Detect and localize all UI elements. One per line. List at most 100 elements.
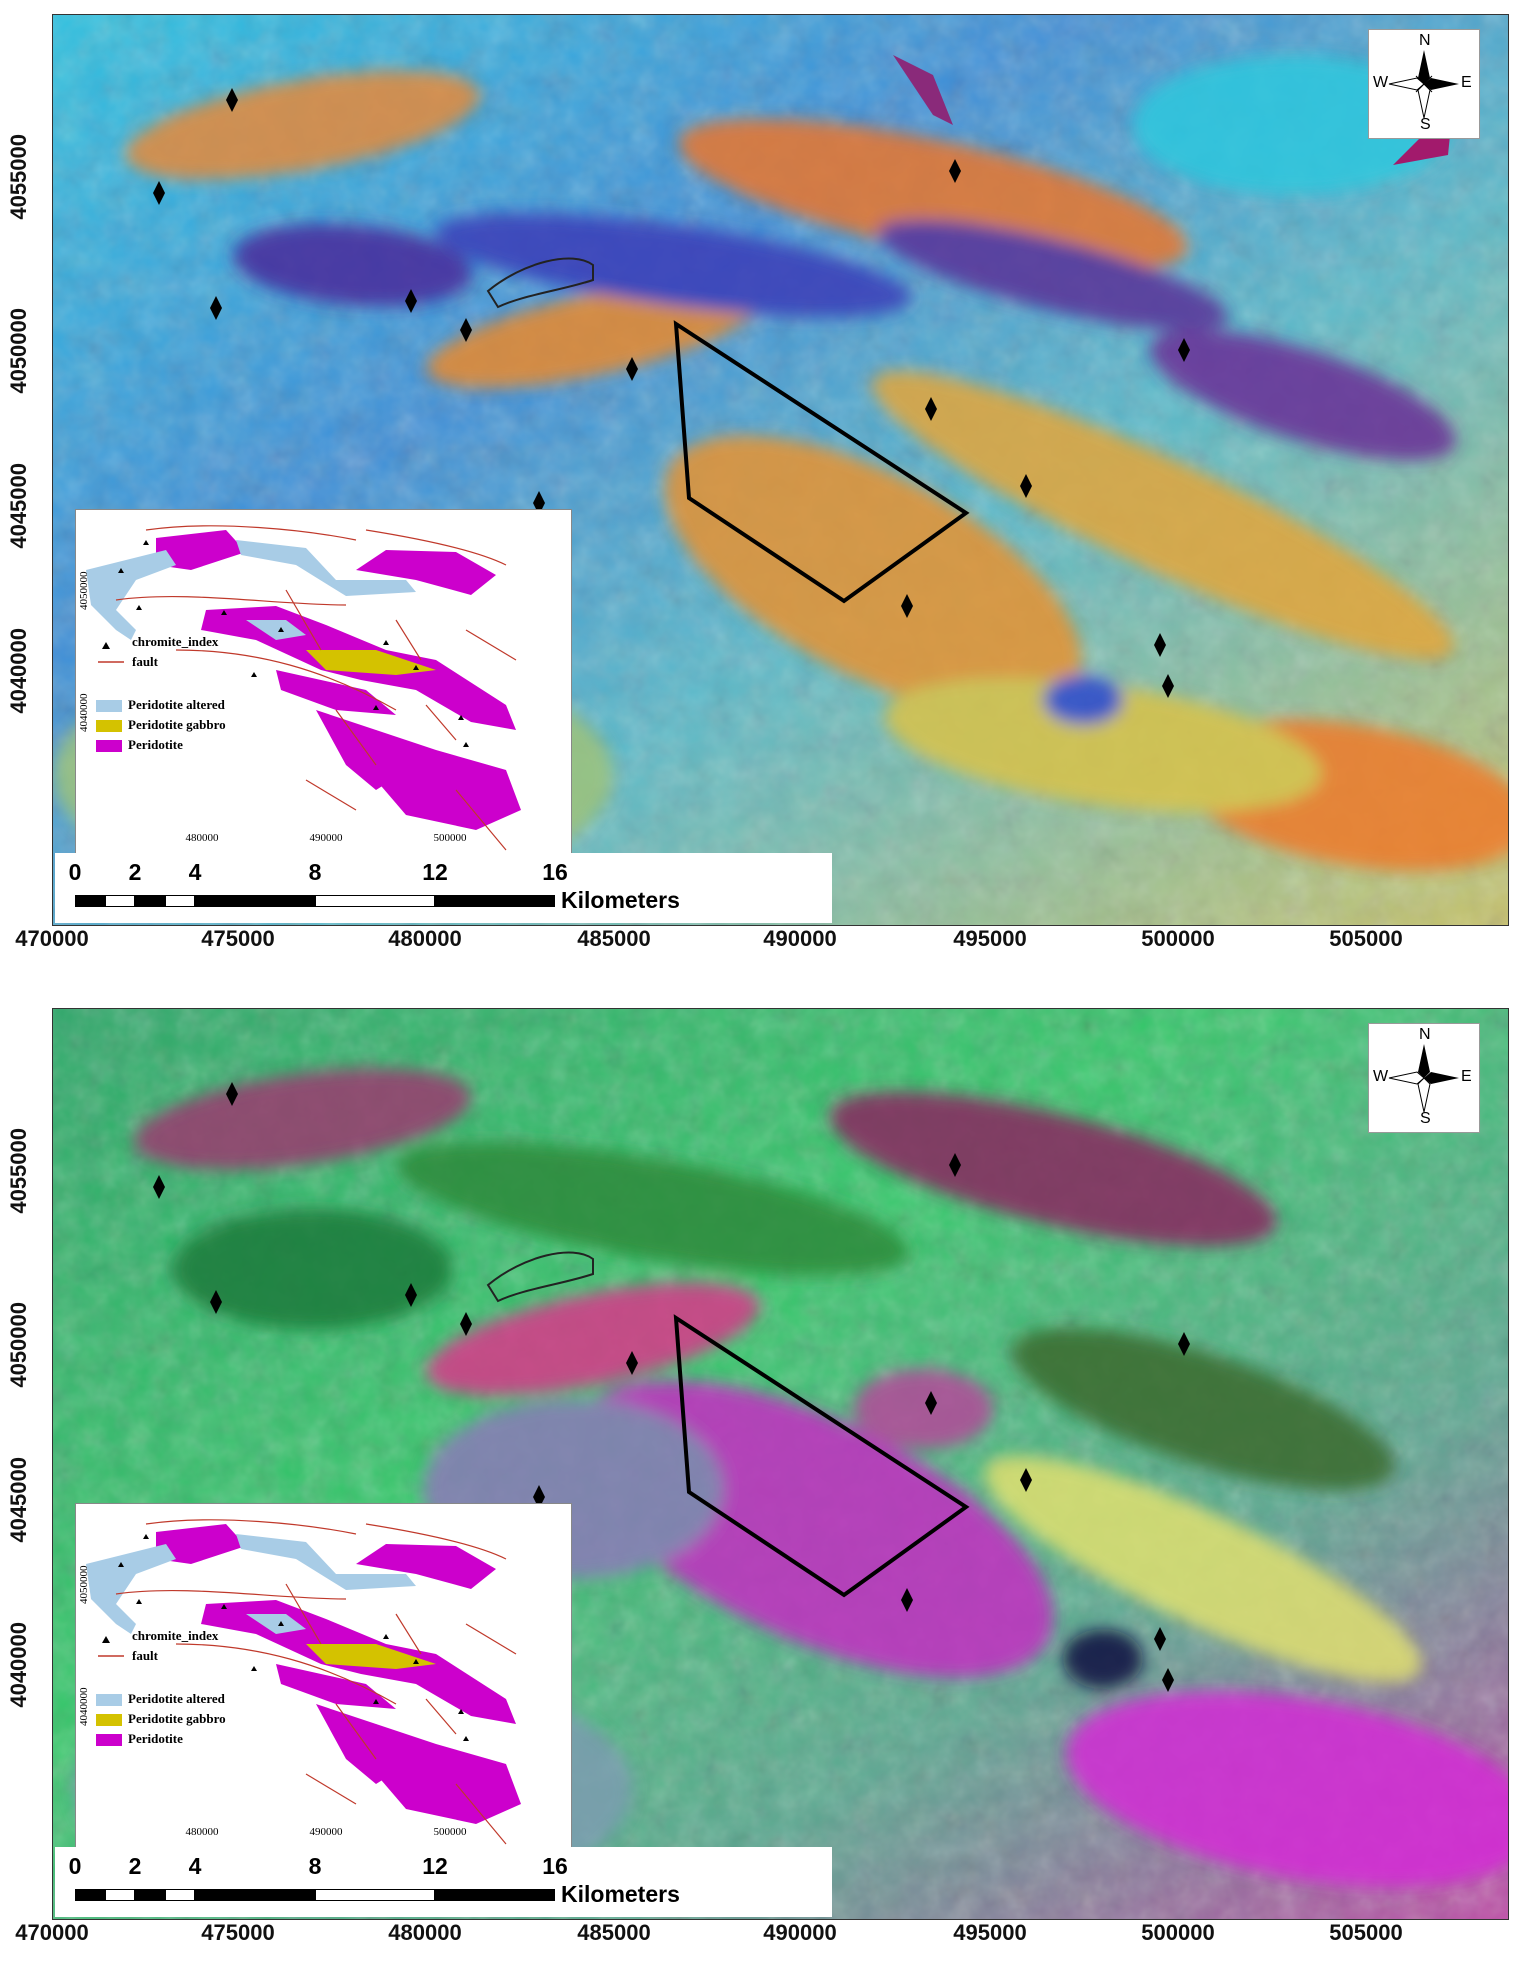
y-tick-label: 4040000 (6, 628, 31, 714)
chromite-occurrence-marker-icon (460, 318, 472, 342)
chromite-occurrence-marker-icon (901, 1588, 913, 1612)
scale-unit: Kilometers (561, 887, 680, 913)
inset-x-tick: 480000 (185, 1826, 219, 1838)
chromite-occurrence-marker-icon (226, 88, 238, 112)
y-tick-label: 4040000 (6, 1622, 31, 1708)
north-arrow-icon (1388, 50, 1459, 119)
legend-peridotite: Peridotite (128, 737, 183, 752)
swatch-gabbro (96, 1714, 122, 1727)
chromite-occurrence-marker-icon (1162, 1668, 1174, 1692)
chromite-occurrence-marker-icon (1154, 633, 1166, 657)
inset-y-tick: 4040000 (78, 1687, 90, 1727)
x-tick-label: 495000 (953, 926, 1027, 951)
x-tick-label: 485000 (577, 1920, 651, 1945)
swatch-peridotite (96, 740, 122, 753)
scale-label: 0 (68, 1853, 82, 1879)
legend-peridotite: Peridotite (128, 1731, 183, 1746)
swatch-altered (96, 700, 122, 713)
scale-label: 8 (308, 859, 322, 885)
legend-fault: fault (132, 654, 158, 669)
chromite-occurrence-marker-icon (949, 1153, 961, 1177)
chromite-occurrence-markers (153, 88, 1190, 698)
west-label: W (1373, 74, 1389, 91)
chromite-occurrence-marker-icon (949, 159, 961, 183)
x-tick-label: 505000 (1329, 926, 1403, 951)
chromite-occurrence-marker-icon (1154, 1627, 1166, 1651)
legend-chromite: chromite_index (132, 634, 219, 649)
x-tick-label: 475000 (201, 926, 275, 951)
x-tick-label: 470000 (15, 1920, 89, 1945)
scale-label: 4 (188, 1853, 202, 1879)
chromite-occurrence-marker-icon (1020, 1468, 1032, 1492)
inset-x-tick: 500000 (433, 1826, 467, 1838)
scale-label: 16 (542, 859, 568, 885)
x-axis: 470000 475000 480000 485000 490000 49500… (0, 926, 1521, 962)
north-arrow: N S W E (1368, 29, 1480, 139)
x-tick-label: 495000 (953, 1920, 1027, 1945)
scale-label: 12 (422, 859, 448, 885)
inset-x-tick: 500000 (433, 832, 467, 844)
x-axis: 470000 475000 480000 485000 490000 49500… (0, 1920, 1521, 1956)
x-tick-label: 505000 (1329, 1920, 1403, 1945)
inset-x-tick: 490000 (309, 1826, 343, 1838)
satellite-map: N S W E (52, 1008, 1509, 1920)
x-tick-label: 500000 (1141, 1920, 1215, 1945)
east-label: E (1461, 1068, 1472, 1085)
swatch-altered (96, 1694, 122, 1707)
chromite-occurrence-marker-icon (626, 1351, 638, 1375)
map-panel-top: 4055000 4050000 4045000 4040000 (0, 0, 1521, 968)
inset-x-tick: 480000 (185, 832, 219, 844)
scale-label: 12 (422, 1853, 448, 1879)
inset-y-tick: 4050000 (78, 571, 90, 611)
scale-label: 0 (68, 859, 82, 885)
scale-bar: 0 2 4 8 12 16 Kilometers (55, 1847, 832, 1917)
study-area-polygon (673, 320, 970, 604)
x-tick-label: 475000 (201, 1920, 275, 1945)
geology-inset-map: chromite_index fault Peridotite altered … (75, 1503, 572, 1851)
inset-y-tick: 4040000 (78, 693, 90, 733)
chromite-occurrence-marker-icon (226, 1082, 238, 1106)
chromite-occurrence-marker-icon (925, 397, 937, 421)
legend-gabbro: Peridotite gabbro (128, 1711, 226, 1726)
study-area-polygon (673, 1314, 970, 1598)
scale-label: 16 (542, 1853, 568, 1879)
chromite-occurrence-marker-icon (460, 1312, 472, 1336)
chromite-occurrence-marker-icon (1162, 674, 1174, 698)
x-tick-label: 490000 (763, 1920, 837, 1945)
geology-inset-drawing (86, 1519, 521, 1845)
north-label: N (1419, 32, 1431, 49)
scale-bar: 0 2 4 8 12 16 Kilometers (55, 853, 832, 923)
chromite-occurrence-marker-icon (405, 289, 417, 313)
chromite-occurrence-marker-icon (901, 594, 913, 618)
map-panel-bottom: 4055000 4050000 4045000 4040000 (0, 994, 1521, 1964)
scale-unit: Kilometers (561, 1881, 680, 1907)
swatch-gabbro (96, 720, 122, 733)
legend-altered: Peridotite altered (128, 1691, 225, 1706)
x-tick-label: 470000 (15, 926, 89, 951)
inset-y-tick: 4050000 (78, 1565, 90, 1605)
legend-altered: Peridotite altered (128, 697, 225, 712)
scale-label: 8 (308, 1853, 322, 1879)
north-arrow: N S W E (1368, 1023, 1480, 1133)
chromite-occurrence-marker-icon (153, 181, 165, 205)
false-color-composite-image (53, 15, 1508, 925)
chromite-occurrence-marker-icon (1178, 338, 1190, 362)
west-label: W (1373, 1068, 1389, 1085)
scale-label: 2 (128, 1853, 142, 1879)
x-tick-label: 490000 (763, 926, 837, 951)
east-label: E (1461, 74, 1472, 91)
x-tick-label: 480000 (388, 1920, 462, 1945)
chromite-occurrence-marker-icon (405, 1283, 417, 1307)
geology-inset-map: chromite_index fault Peridotite altered … (75, 509, 572, 857)
chromite-occurrence-marker-icon (153, 1175, 165, 1199)
north-arrow-icon (1388, 1044, 1459, 1113)
chromite-occurrence-marker-icon (210, 1290, 222, 1314)
chromite-occurrence-marker-icon (626, 357, 638, 381)
chromite-occurrence-marker-icon (1020, 474, 1032, 498)
chromite-occurrence-marker-icon (210, 296, 222, 320)
scale-label: 4 (188, 859, 202, 885)
legend-fault: fault (132, 1648, 158, 1663)
x-tick-label: 500000 (1141, 926, 1215, 951)
legend-chromite: chromite_index (132, 1628, 219, 1643)
legend-gabbro: Peridotite gabbro (128, 717, 226, 732)
